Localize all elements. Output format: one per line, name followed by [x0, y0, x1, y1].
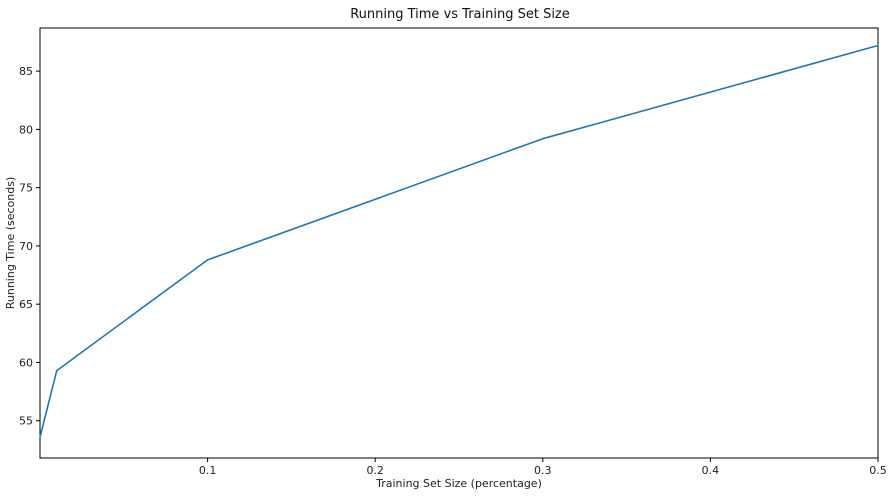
- x-tick-label: 0.5: [869, 464, 887, 477]
- y-axis-ticks: 55 60 65 70 75 80 85: [19, 65, 40, 428]
- series-layer: [39, 44, 879, 438]
- chart-title: Running Time vs Training Set Size: [350, 7, 570, 22]
- y-tick-label: 80: [19, 123, 33, 136]
- x-tick-label: 0.4: [702, 464, 720, 477]
- x-axis-ticks: 0.1 0.2 0.3 0.4 0.5: [199, 458, 887, 477]
- data-point: [206, 259, 209, 261]
- data-point: [55, 369, 58, 372]
- data-point: [877, 44, 879, 47]
- y-tick-label: 75: [19, 182, 33, 195]
- y-tick-label: 85: [19, 65, 33, 78]
- plot-frame: [39, 27, 879, 459]
- x-tick-label: 0.3: [534, 464, 552, 477]
- series-line-0: [39, 44, 879, 438]
- plot-area: [39, 27, 879, 459]
- data-point: [39, 436, 41, 438]
- y-tick-label: 55: [19, 415, 33, 428]
- x-axis-label: Training Set Size (percentage): [375, 477, 542, 490]
- data-point: [542, 137, 544, 140]
- y-tick-label: 65: [19, 298, 33, 311]
- x-tick-label: 0.2: [366, 464, 384, 477]
- y-axis-label: Running Time (seconds): [4, 177, 17, 310]
- y-tick-label: 60: [19, 356, 33, 369]
- x-tick-label: 0.1: [199, 464, 217, 477]
- y-tick-label: 70: [19, 240, 33, 253]
